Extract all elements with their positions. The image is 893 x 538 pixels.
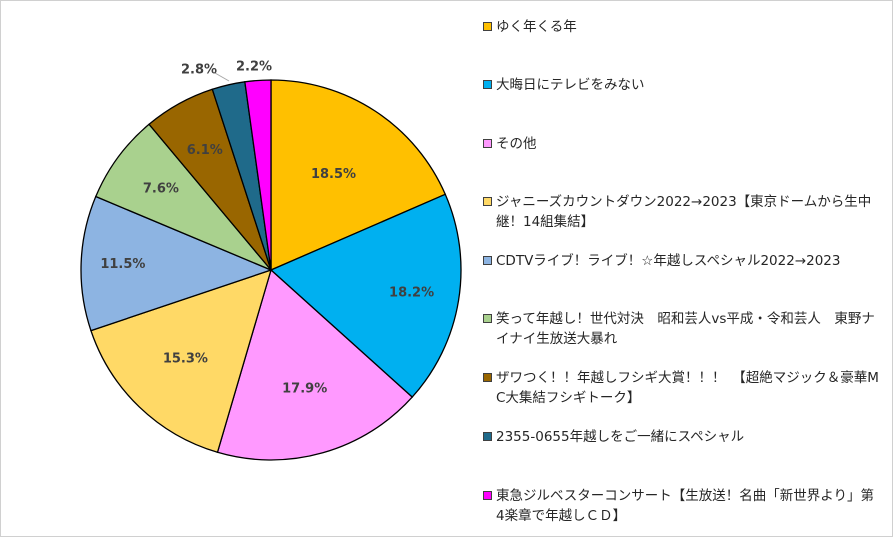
slice-value-label: 15.3% xyxy=(163,352,208,367)
legend-label: その他 xyxy=(496,136,537,152)
pie-slice xyxy=(216,268,414,461)
pie-slice xyxy=(270,79,447,271)
legend-label: 大晦日にテレビをみない xyxy=(496,77,645,93)
legend-swatch xyxy=(483,314,492,323)
legend-swatch xyxy=(483,139,492,148)
slice-value-label: 6.1% xyxy=(187,143,223,158)
legend-label: ゆく年くる年 xyxy=(496,19,577,35)
pie-slice xyxy=(269,193,462,399)
pie-slice xyxy=(80,195,273,332)
legend-item: 笑って年越し！世代対決 昭和芸人vs平成・令和芸人 東野ナイナイ生放送大暴れ xyxy=(483,309,881,349)
pie-data-labels: 18.5% 18.2% 17.9% 15.3% 11.5% 7.6% 6.1% 2.8% 2.2… xyxy=(100,60,434,397)
pie-slice xyxy=(244,79,272,271)
slice-value-label: 7.6% xyxy=(143,181,179,196)
legend-label: 2355-0655年越しをご一緒にスペシャル xyxy=(496,429,745,445)
legend-item: 大晦日にテレビをみない xyxy=(483,75,881,95)
slice-value-label: 2.8% xyxy=(181,63,217,78)
legend-swatch xyxy=(483,491,492,500)
slice-value-label: 2.2% xyxy=(236,60,272,75)
legend-item: ジャニーズカウントダウン2022→2023【東京ドームから生中継！14組集結】 xyxy=(483,192,881,232)
pie-slices xyxy=(80,79,462,461)
legend-label: 東急ジルベスターコンサート【生放送！名曲「新世界より」第4楽章で年越しＣＤ】 xyxy=(496,488,874,524)
legend-label: 笑って年越し！世代対決 昭和芸人vs平成・令和芸人 東野ナイナイ生放送大暴れ xyxy=(496,311,875,347)
leader-lines xyxy=(214,72,230,82)
slice-value-label: 11.5% xyxy=(100,257,145,272)
legend-item: その他 xyxy=(483,134,881,154)
leader-line xyxy=(214,72,230,82)
slice-value-label: 18.5% xyxy=(311,167,356,182)
legend-item: CDTVライブ！ライブ！☆年越しスペシャル2022→2023 xyxy=(483,251,881,271)
legend-swatch xyxy=(483,432,492,441)
legend-label: ザワつく！！年越しフシギ大賞！！！ 【超絶マジック＆豪華MC大集結フシギトーク】 xyxy=(496,370,879,406)
slice-value-label: 18.2% xyxy=(389,285,434,300)
legend-item: 東急ジルベスターコンサート【生放送！名曲「新世界より」第4楽章で年越しＣＤ】 xyxy=(483,486,881,526)
legend-swatch xyxy=(483,22,492,31)
legend-swatch xyxy=(483,373,492,382)
legend-swatch xyxy=(483,256,492,265)
legend-label: ジャニーズカウントダウン2022→2023【東京ドームから生中継！14組集結】 xyxy=(496,194,872,230)
legend-item: ザワつく！！年越しフシギ大賞！！！ 【超絶マジック＆豪華MC大集結フシギトーク】 xyxy=(483,368,881,408)
legend-swatch xyxy=(483,197,492,206)
legend-item: 2355-0655年越しをご一緒にスペシャル xyxy=(483,427,881,447)
legend-label: CDTVライブ！ライブ！☆年越しスペシャル2022→2023 xyxy=(496,253,841,269)
legend-item: ゆく年くる年 xyxy=(483,17,881,37)
legend-swatch xyxy=(483,80,492,89)
slice-value-label: 17.9% xyxy=(282,381,327,396)
